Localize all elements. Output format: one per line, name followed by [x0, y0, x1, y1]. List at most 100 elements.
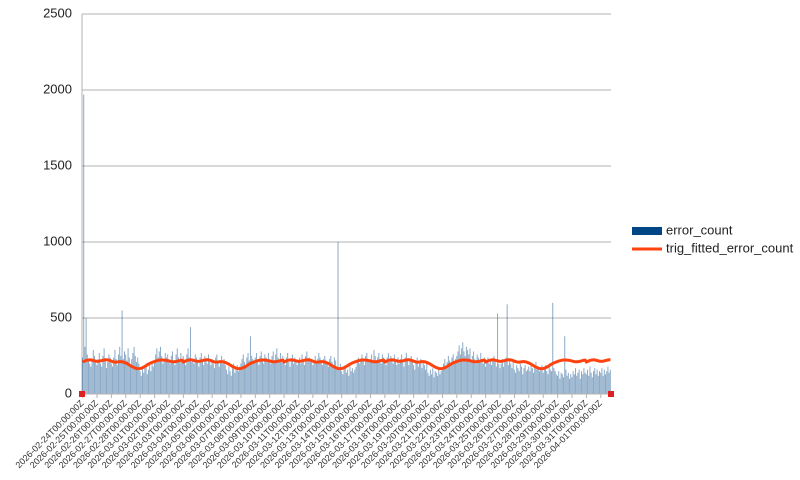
bar	[293, 363, 295, 394]
bar	[501, 359, 503, 394]
bar	[285, 357, 287, 394]
bar	[605, 374, 607, 394]
bar	[422, 362, 424, 394]
bar	[207, 354, 209, 394]
bar	[547, 374, 549, 394]
bar	[437, 375, 439, 394]
bar	[253, 362, 255, 394]
bar	[321, 365, 323, 394]
bar	[533, 372, 535, 394]
bar	[444, 359, 446, 394]
bar	[458, 345, 460, 394]
bar	[235, 369, 237, 394]
bar	[363, 365, 365, 394]
bar	[294, 357, 296, 394]
bar	[181, 359, 183, 394]
bar	[109, 357, 111, 394]
bar	[299, 357, 301, 394]
bar	[386, 357, 388, 394]
bar	[259, 356, 261, 394]
bar	[525, 371, 527, 394]
bar	[375, 362, 377, 394]
bar	[470, 360, 472, 394]
bar	[195, 357, 197, 394]
bar	[291, 354, 293, 394]
bar	[153, 360, 155, 394]
bar	[104, 360, 106, 394]
bar	[173, 360, 175, 394]
bar	[314, 356, 316, 394]
bar	[103, 348, 105, 394]
bar	[145, 363, 147, 394]
bar	[381, 354, 383, 394]
bar	[273, 360, 275, 394]
bar	[198, 366, 200, 394]
bar	[595, 374, 597, 394]
bar	[347, 369, 349, 394]
bar	[98, 352, 100, 394]
bar	[263, 363, 265, 394]
bar	[505, 357, 507, 394]
bar	[307, 360, 309, 394]
bar	[282, 356, 284, 394]
bar	[355, 366, 357, 394]
y-tick-label: 0	[65, 385, 72, 400]
bar	[89, 363, 91, 394]
bar	[327, 366, 329, 394]
bar	[447, 356, 449, 394]
bar	[295, 360, 297, 394]
bar	[498, 363, 500, 394]
bar	[144, 368, 146, 394]
bar	[467, 349, 469, 394]
bar	[113, 357, 115, 394]
bar	[217, 362, 219, 394]
bar	[221, 356, 223, 394]
bar	[469, 348, 471, 394]
bar	[345, 372, 347, 394]
bar	[168, 359, 170, 394]
bar	[123, 351, 126, 394]
bar	[607, 366, 609, 394]
bar	[236, 365, 238, 394]
bar	[323, 359, 325, 394]
bar	[176, 348, 178, 394]
bar	[258, 365, 260, 394]
bar	[499, 368, 501, 394]
bar	[481, 359, 483, 394]
bar	[579, 378, 581, 394]
bar	[305, 356, 307, 394]
bar	[155, 354, 157, 394]
bar	[601, 368, 603, 394]
bar	[591, 377, 593, 394]
bar	[373, 349, 375, 394]
bar	[191, 362, 193, 394]
bar	[335, 360, 337, 394]
bar	[534, 365, 536, 394]
bar	[434, 371, 436, 394]
bar	[175, 354, 177, 394]
bar	[468, 354, 470, 394]
bar	[491, 365, 493, 394]
bar	[279, 352, 281, 394]
bar	[297, 362, 299, 394]
bar	[338, 368, 340, 394]
bar	[185, 365, 187, 394]
bar	[131, 359, 133, 394]
bar	[162, 363, 164, 394]
bar	[545, 365, 547, 394]
bar	[377, 357, 379, 394]
bar	[549, 369, 551, 394]
bar	[108, 354, 110, 394]
bar	[421, 368, 423, 394]
bar	[318, 352, 320, 394]
bar	[275, 354, 277, 394]
bar	[283, 360, 285, 394]
bar	[165, 357, 167, 394]
bar	[535, 362, 537, 394]
bar	[397, 357, 399, 394]
bar	[237, 371, 239, 394]
bar	[455, 359, 457, 394]
bar	[177, 357, 179, 394]
bar	[450, 365, 452, 394]
bar	[317, 359, 319, 394]
